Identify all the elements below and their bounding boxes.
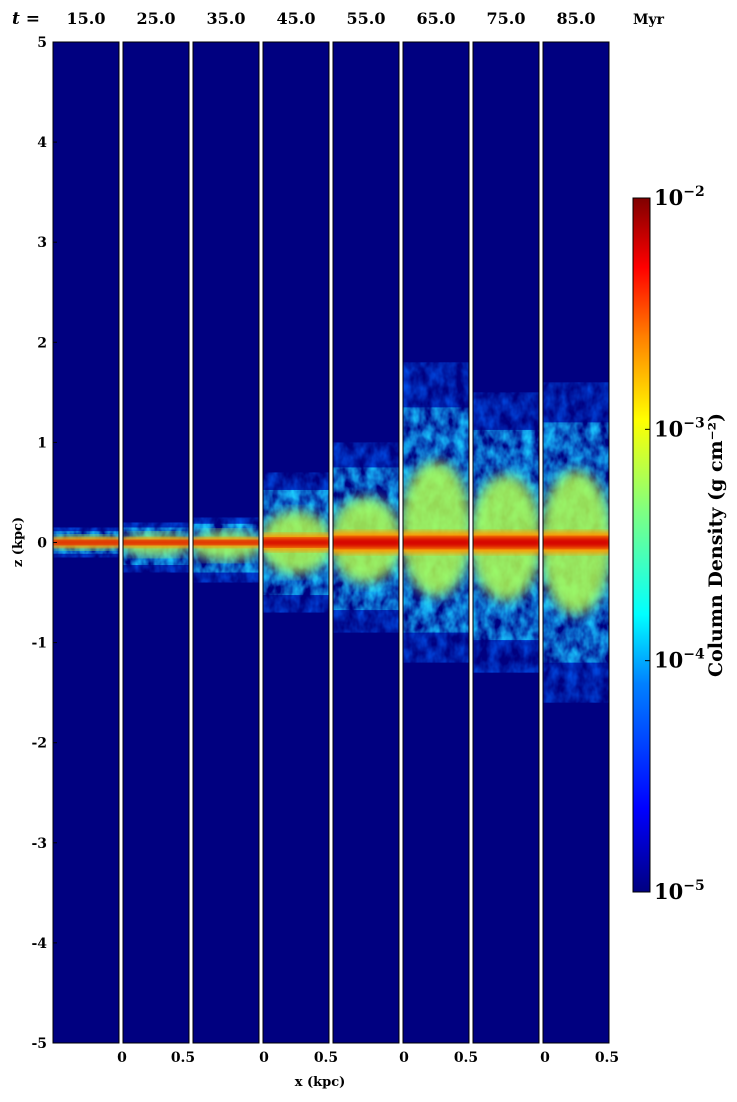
midplane-dense <box>543 537 609 548</box>
heatmap-panel <box>472 41 540 1044</box>
panel-frame <box>402 41 470 1044</box>
colorbar: 10−2 10−3 10−4 10−5 Column Density (g cm⁻²) <box>632 184 727 904</box>
heatmap-panel <box>192 41 260 1044</box>
midplane-dense <box>473 537 539 548</box>
y-tick-label: -1 <box>31 636 47 652</box>
panel-frame <box>332 41 400 1044</box>
x-tick-label: 0 <box>259 1050 269 1066</box>
colorbar-tick-label: 10−4 <box>654 647 705 673</box>
colorbar-tick-label: 10−5 <box>654 878 705 904</box>
colorbar-tick-label: 10−3 <box>654 415 705 441</box>
y-tick-label: 5 <box>37 35 47 51</box>
midplane-dense <box>53 540 119 545</box>
y-tick-label: -2 <box>31 736 47 752</box>
time-unit: Myr <box>633 12 665 28</box>
x-axis-ticks: 0 0.5 0 0.5 0 0.5 0 0.5 <box>117 1050 619 1066</box>
panel-time-label: 65.0 <box>417 9 456 28</box>
midplane-dense <box>123 540 189 545</box>
panel-frame <box>472 41 540 1044</box>
x-tick-label: 0 <box>117 1050 127 1066</box>
panel-frame <box>262 41 330 1044</box>
y-tick-label: 4 <box>37 135 47 151</box>
y-tick-label: -4 <box>31 936 47 952</box>
panel-time-label: 55.0 <box>347 9 386 28</box>
midplane-dense <box>193 540 259 545</box>
midplane-dense <box>403 537 469 548</box>
x-tick-label: 0.5 <box>314 1050 338 1066</box>
panel-frame <box>122 41 190 1044</box>
panel-frame <box>542 41 610 1044</box>
heatmap-panel <box>122 41 190 1044</box>
y-tick-label: 2 <box>37 335 47 351</box>
heatmap-panel <box>262 41 330 1044</box>
colorbar-tick-label: 10−2 <box>654 184 705 210</box>
x-axis-label: x (kpc) <box>295 1075 346 1090</box>
panel-time-label: 35.0 <box>207 9 246 28</box>
x-tick-label: 0.5 <box>171 1050 195 1066</box>
x-tick-label: 0 <box>399 1050 409 1066</box>
panels <box>52 41 610 1044</box>
x-tick-label: 0 <box>540 1050 550 1066</box>
panel-time-label: 85.0 <box>557 9 596 28</box>
midplane-dense <box>263 538 329 547</box>
panel-time-label: 15.0 <box>67 9 106 28</box>
gas-core <box>403 461 469 597</box>
x-tick-label: 0.5 <box>595 1050 619 1066</box>
y-tick-label: -5 <box>31 1036 47 1052</box>
x-tick-label: 0.5 <box>454 1050 478 1066</box>
panel-time-label: 45.0 <box>277 9 316 28</box>
colorbar-gradient <box>632 197 651 893</box>
panel-time-label: 25.0 <box>137 9 176 28</box>
colorbar-ticks: 10−2 10−3 10−4 10−5 <box>645 184 705 904</box>
heatmap-panel <box>52 41 120 1044</box>
time-prefix: t = <box>12 9 40 29</box>
heatmap-panel <box>542 41 610 1044</box>
heatmap-panel <box>402 41 470 1044</box>
y-axis-ticks: 5 4 3 2 1 0 -1 -2 -3 -4 -5 <box>31 35 57 1052</box>
y-tick-label: 0 <box>37 536 47 552</box>
y-tick-label: 1 <box>37 435 47 451</box>
y-tick-label: -3 <box>31 836 47 852</box>
heatmap-panel <box>332 41 400 1044</box>
colorbar-label: Column Density (g cm⁻²) <box>705 413 727 677</box>
panel-time-label: 75.0 <box>487 9 526 28</box>
panel-frame <box>192 41 260 1044</box>
y-tick-label: 3 <box>37 235 47 251</box>
panel-time-labels: 15.0 25.0 35.0 45.0 55.0 65.0 75.0 85.0 <box>67 9 596 28</box>
y-axis-label: z (kpc) <box>11 517 26 567</box>
midplane-dense <box>333 537 399 548</box>
